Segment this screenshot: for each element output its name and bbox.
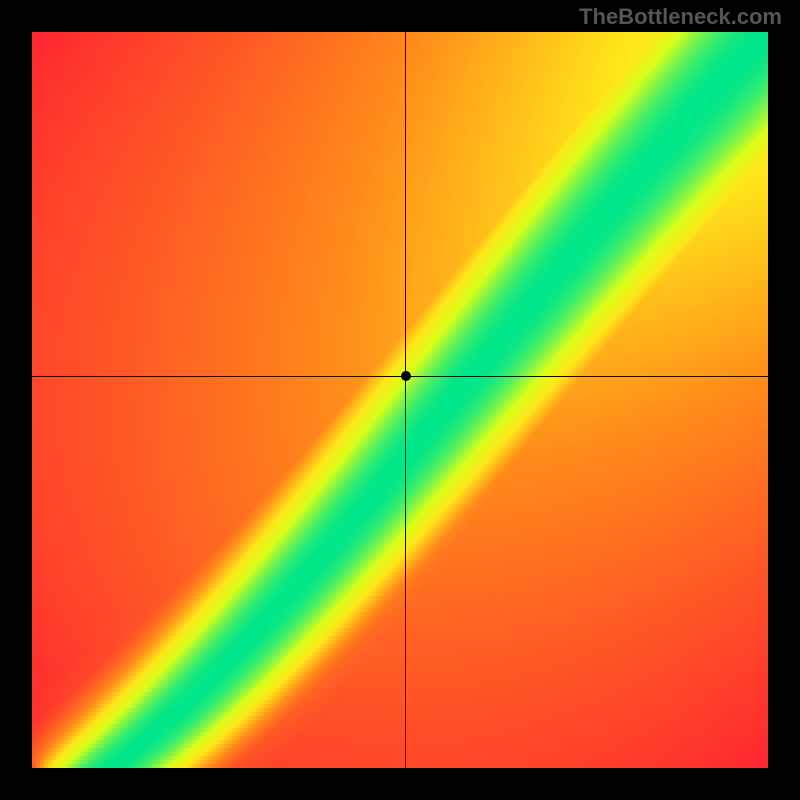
chart-container: TheBottleneck.com: [0, 0, 800, 800]
watermark-text: TheBottleneck.com: [579, 4, 782, 30]
data-point: [401, 371, 411, 381]
heatmap-canvas: [32, 32, 768, 768]
crosshair-vertical: [405, 32, 406, 768]
plot-area: [32, 32, 768, 768]
